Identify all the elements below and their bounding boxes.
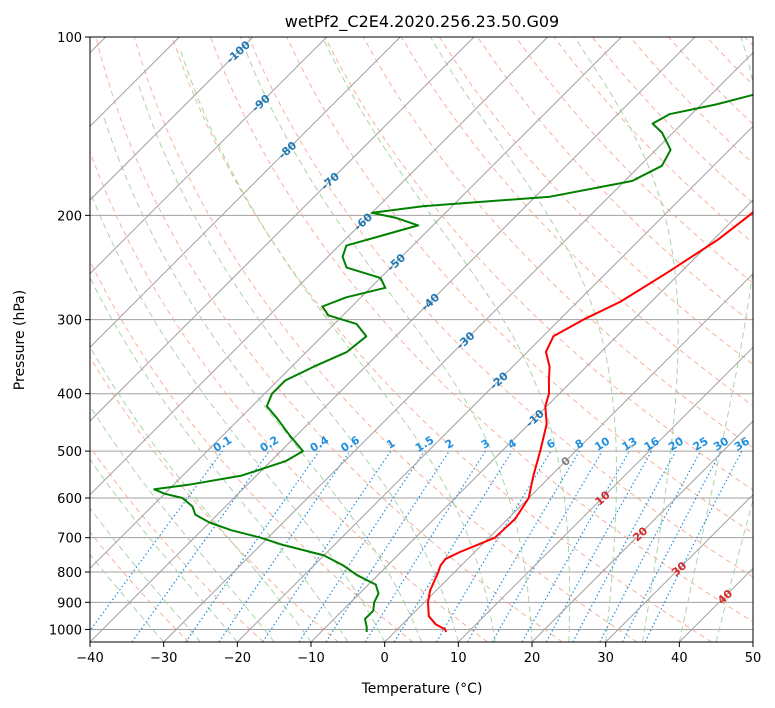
x-tick-label: 50 [745,651,762,666]
chart-title: wetPf2_C2E4.2020.256.23.50.G09 [285,12,559,32]
moist-adiabat-line [574,37,679,642]
mixing-ratio-line [325,450,450,642]
x-axis-ticks: −40 −30 −20 −10 0 10 20 30 40 50 [76,642,761,666]
isotherm-line [90,37,401,349]
x-tick-label: 20 [524,651,541,666]
mixing-ratio-line [521,450,631,642]
y-axis-label: Pressure (hPa) [12,290,28,390]
moist-adiabat-line [90,553,165,642]
plot-area [90,37,753,642]
y-tick-label: 1000 [49,623,82,638]
moist-adiabat-line [137,83,459,642]
dry-adiabat-line [171,37,712,642]
moist-adiabat-line [90,189,386,642]
y-tick-label: 600 [57,492,82,507]
isotherm-line [310,199,753,642]
dry-adiabat-line [90,445,264,642]
moist-adiabat-line [179,49,496,642]
dry-adiabat-line [210,37,753,623]
dry-adiabat-line [133,37,638,642]
dewpoint-profile-line [153,93,753,632]
mixing-ratio-lines [90,450,743,642]
dry-adiabat-line [248,37,753,578]
isotherm-line [236,125,753,642]
isotherm-line [90,37,696,642]
profile-series [153,93,753,633]
mixing-ratio-line [218,450,351,642]
mixing-ratio-line [572,450,677,642]
isotherm-line [90,37,328,275]
y-axis-ticks: 100 200 300 400 500 600 700 800 900 1000 [49,31,90,638]
dry-adiabat-line [95,37,563,642]
moist-adiabat-line [430,37,617,642]
y-tick-label: 200 [57,209,82,224]
y-tick-label: 700 [57,532,82,547]
x-tick-label: 40 [671,651,688,666]
isotherm-line [531,420,753,642]
isotherm-line [90,37,475,422]
dry-adiabat-line [90,531,190,642]
mixing-ratio-line [131,450,270,642]
y-tick-label: 900 [57,596,82,611]
mixing-ratio-line [644,450,743,642]
moist-adiabat-line [322,37,571,642]
y-tick-label: 100 [57,31,82,46]
y-tick-label: 300 [57,314,82,329]
isotherm-line [605,493,753,642]
moist-adiabat-line [90,345,312,642]
y-tick-label: 500 [57,445,82,460]
x-tick-label: −30 [150,651,177,666]
y-tick-label: 800 [57,566,82,581]
mixing-ratio-line [298,450,425,642]
moist-adiabat-line [90,276,349,642]
dry-adiabat-line [90,356,339,642]
x-tick-label: −40 [76,651,103,666]
isotherm-line [457,346,753,642]
plot-frame [89,36,754,643]
moist-adiabat-line [239,37,533,642]
moist-adiabat-line [678,37,753,642]
dry-adiabat-line [400,37,753,407]
x-tick-label: −10 [297,651,324,666]
dry-adiabat-line [515,37,753,284]
dry-adiabat-line [438,37,753,366]
mixing-ratio-line [262,450,392,642]
mixing-ratio-line [393,450,513,642]
isotherm-line [90,37,622,570]
moist-adiabat-line [90,405,275,642]
x-tick-label: 30 [597,651,614,666]
y-tick-label: 400 [57,388,82,403]
temperature-profile-line [427,211,753,633]
isotherm-line [90,37,254,201]
x-tick-label: 0 [381,651,389,666]
moist-adiabat-line [715,498,753,642]
isotherm-line [163,51,753,642]
mixing-ratio-line [185,450,320,642]
isotherms [90,37,753,642]
isotherm-line [90,37,549,496]
mixing-ratio-line [545,450,653,642]
moist-adiabats [90,37,753,642]
x-axis-label: Temperature (°C) [361,681,483,697]
moist-adiabat-line [90,507,201,642]
mixing-ratio-line [90,450,223,632]
moist-adiabat-line [102,114,422,642]
x-tick-label: −20 [224,651,251,666]
x-tick-label: 10 [450,651,467,666]
dry-adiabat-line [90,150,488,642]
